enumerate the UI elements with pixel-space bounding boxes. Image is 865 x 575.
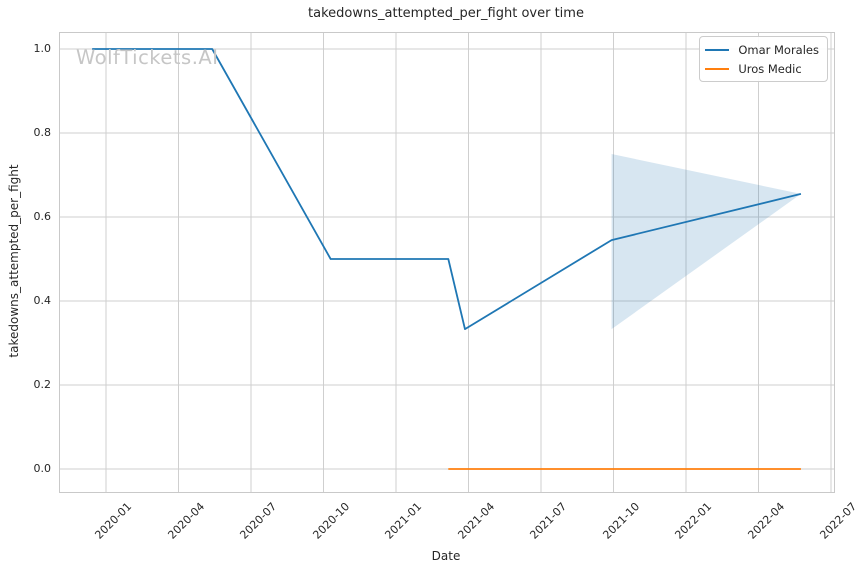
legend-line-swatch-blue: [705, 48, 730, 51]
x-tick-label: 2021-01: [382, 500, 425, 542]
chart-title: takedowns_attempted_per_fight over time: [308, 6, 584, 21]
x-tick-label: 2020-01: [92, 500, 135, 542]
legend-item-omar-morales: Omar Morales: [705, 42, 819, 57]
y-axis-label: takedowns_attempted_per_fight: [7, 164, 21, 358]
legend-label-uros-medic: Uros Medic: [738, 61, 802, 76]
plot-canvas: [60, 33, 834, 492]
legend-line-swatch-orange: [705, 67, 730, 70]
x-axis-label: Date: [431, 549, 461, 563]
y-tick-label: 0.2: [33, 377, 52, 391]
x-tick-label: 2021-10: [599, 500, 642, 542]
y-tick-label: 0.0: [33, 461, 52, 475]
legend-item-uros-medic: Uros Medic: [705, 61, 819, 76]
x-tick-label: 2020-07: [237, 500, 280, 542]
x-tick-label: 2020-10: [309, 500, 352, 542]
confidence-band: [611, 154, 801, 330]
y-tick-label: 1.0: [33, 41, 52, 55]
x-tick-label: 2022-07: [817, 500, 860, 542]
y-tick-label: 0.8: [33, 125, 52, 139]
y-tick-label: 0.4: [33, 293, 52, 307]
x-tick-label: 2022-04: [744, 500, 787, 542]
legend-label-omar-morales: Omar Morales: [738, 42, 819, 57]
y-tick-label: 0.6: [33, 209, 52, 223]
x-tick-label: 2022-01: [672, 500, 715, 542]
series-line-omar-morales: [92, 48, 802, 331]
x-tick-label: 2021-07: [527, 500, 570, 542]
legend: Omar Morales Uros Medic: [699, 36, 828, 82]
plot-area: WolfTickets.AI Omar Morales Uros Medic: [59, 32, 835, 493]
x-tick-label: 2021-04: [454, 500, 497, 542]
x-tick-label: 2020-04: [164, 500, 207, 542]
